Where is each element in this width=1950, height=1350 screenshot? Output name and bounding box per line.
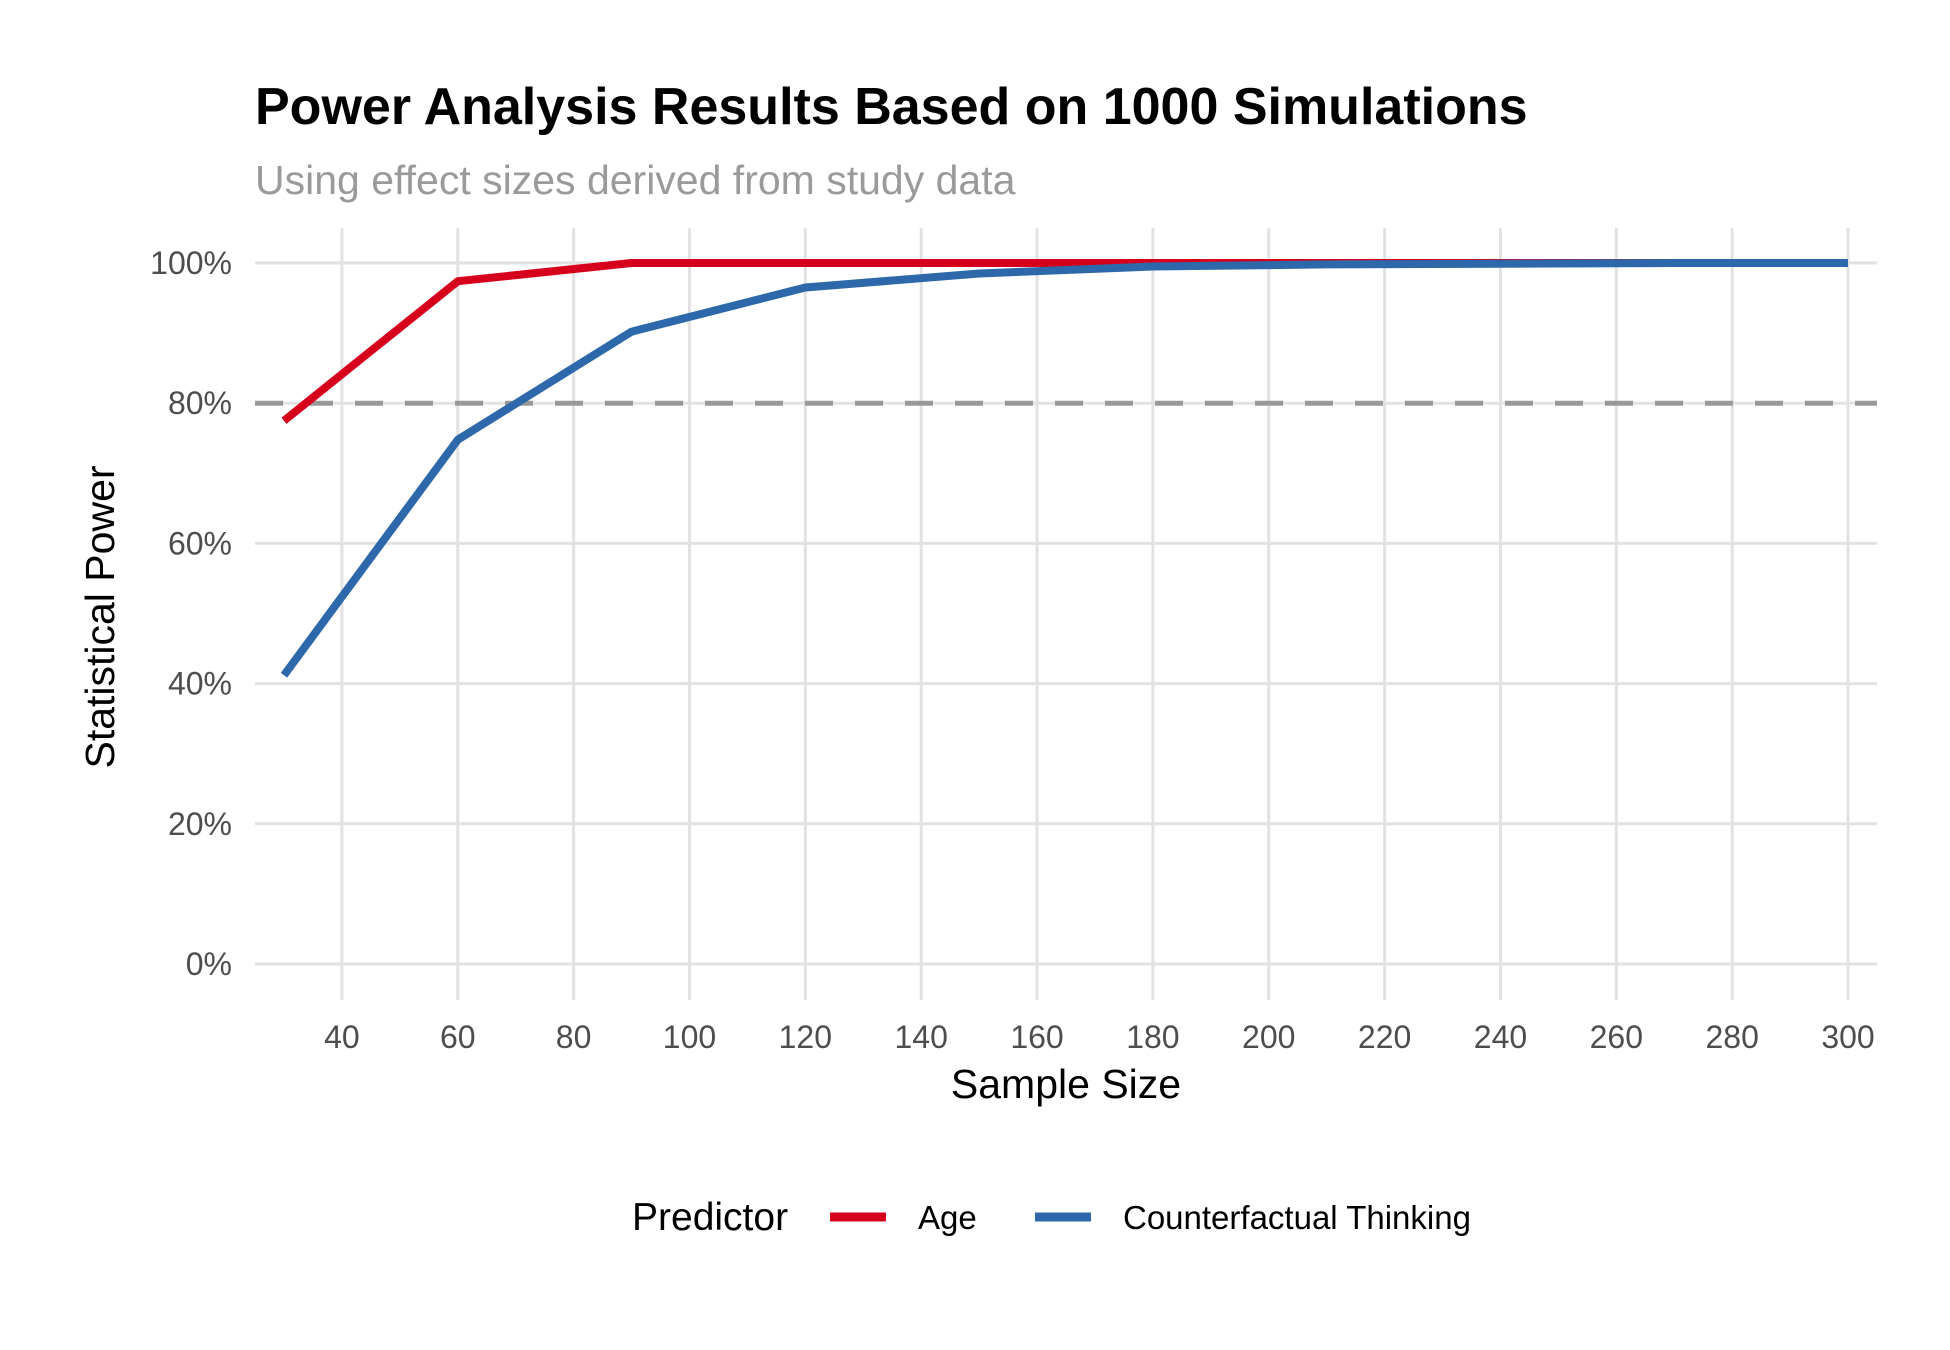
y-tick-label-0: 0% — [186, 946, 232, 982]
legend-label-counterfactual-thinking: Counterfactual Thinking — [1123, 1199, 1471, 1236]
x-tick-label-40: 40 — [324, 1019, 360, 1055]
x-tick-label-180: 180 — [1126, 1019, 1179, 1055]
y-axis-title: Statistical Power — [77, 465, 123, 768]
legend-label-age: Age — [918, 1199, 977, 1236]
x-tick-label-160: 160 — [1010, 1019, 1063, 1055]
y-tick-labels: 0% 20% 40% 60% 80% 100% — [150, 245, 232, 982]
x-tick-label-100: 100 — [663, 1019, 716, 1055]
x-tick-label-300: 300 — [1821, 1019, 1874, 1055]
series-lines — [280, 259, 1848, 678]
chart-title: Power Analysis Results Based on 1000 Sim… — [255, 78, 1528, 136]
chart-subtitle: Using effect sizes derived from study da… — [255, 157, 1016, 203]
x-tick-label-140: 140 — [894, 1019, 947, 1055]
legend-title: Predictor — [632, 1196, 788, 1239]
y-tick-label-3: 60% — [168, 525, 232, 561]
x-tick-label-280: 280 — [1705, 1019, 1758, 1055]
x-axis-title: Sample Size — [951, 1061, 1181, 1107]
y-tick-label-2: 40% — [168, 666, 232, 702]
x-tick-label-260: 260 — [1590, 1019, 1643, 1055]
grid-lines — [255, 228, 1877, 1000]
x-tick-label-80: 80 — [556, 1019, 592, 1055]
x-tick-label-220: 220 — [1358, 1019, 1411, 1055]
legend: Predictor Age Counterfactual Thinking — [632, 1196, 1471, 1239]
x-tick-label-240: 240 — [1474, 1019, 1527, 1055]
x-tick-labels: 40 60 80 100 120 140 160 180 200 220 240 260 280 300 — [324, 1019, 1875, 1055]
series-line-age — [281, 259, 1848, 424]
x-tick-label-200: 200 — [1242, 1019, 1295, 1055]
series-line-counterfactual-thinking — [280, 259, 1848, 678]
legend-items: Age Counterfactual Thinking — [830, 1199, 1471, 1236]
y-tick-label-5: 100% — [150, 245, 232, 281]
x-tick-label-120: 120 — [779, 1019, 832, 1055]
x-tick-label-60: 60 — [440, 1019, 476, 1055]
y-tick-label-1: 20% — [168, 806, 232, 842]
y-tick-label-4: 80% — [168, 385, 232, 421]
